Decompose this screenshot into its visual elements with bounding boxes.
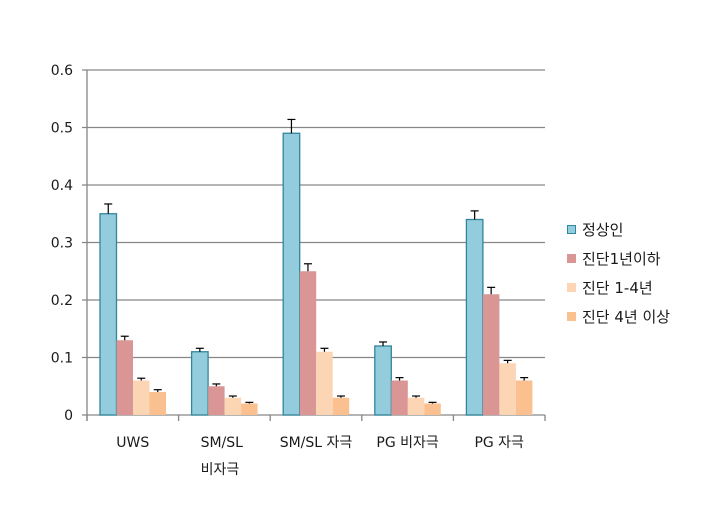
bar — [499, 363, 516, 415]
bar — [332, 397, 350, 415]
bar — [482, 294, 500, 415]
bar — [208, 386, 225, 415]
legend-item-under-1yr: 진단1년이하 — [567, 244, 670, 273]
y-axis-ticks: 0 0.1 0.2 0.3 0.4 0.5 0.6 — [51, 63, 73, 424]
legend-swatch-over-4yr — [567, 312, 576, 321]
legend-swatch-under-1yr — [567, 254, 576, 263]
bar — [391, 380, 408, 415]
bar — [99, 213, 118, 416]
legend-item-over-4yr: 진단 4년 이상 — [567, 302, 670, 331]
x-tick-label: UWS — [116, 435, 149, 451]
legend: 정상인 진단1년이하 진단 1-4년 진단 4년 이상 — [567, 215, 670, 331]
bar — [224, 397, 242, 415]
bar — [241, 403, 258, 415]
y-tick-label: 0.4 — [51, 178, 73, 194]
x-tick-label: 비자극 — [201, 462, 240, 478]
x-axis-labels: UWS SM/SL 비자극 SM/SL 자극 PG 비자극 PG 자극 — [116, 435, 524, 478]
bar — [374, 345, 392, 416]
x-tick-label: PG 자극 — [474, 435, 524, 451]
legend-swatch-1-4yr — [567, 283, 576, 292]
x-tick-label: SM/SL 자극 — [280, 435, 353, 451]
bar — [424, 403, 441, 415]
legend-label: 정상인 — [582, 221, 624, 239]
y-tick-label: 0.2 — [51, 293, 73, 309]
bar — [515, 380, 533, 415]
x-tick-label: SM/SL — [201, 435, 244, 451]
y-tick-label: 0.5 — [51, 121, 73, 137]
bar — [465, 218, 484, 416]
legend-item-1-4yr: 진단 1-4년 — [567, 273, 670, 302]
legend-label: 진단1년이하 — [582, 250, 661, 268]
legend-label: 진단 1-4년 — [582, 279, 653, 297]
y-tick-label: 0.3 — [51, 236, 73, 252]
y-tick-label: 0.6 — [51, 63, 73, 79]
bar — [190, 351, 209, 416]
bar — [407, 397, 425, 415]
bar — [299, 271, 317, 415]
bar — [116, 340, 133, 415]
legend-label: 진단 4년 이상 — [582, 308, 671, 326]
axes — [86, 70, 546, 421]
bar — [282, 132, 301, 416]
x-tick-label: PG 비자극 — [376, 435, 439, 451]
legend-swatch-normal — [567, 225, 576, 234]
bar — [316, 351, 333, 415]
y-tick-label: 0.1 — [51, 351, 73, 367]
bar — [133, 380, 150, 415]
bar — [149, 392, 166, 415]
legend-item-normal: 정상인 — [567, 215, 670, 244]
y-tick-label: 0 — [64, 408, 73, 424]
bar-series — [99, 118, 533, 416]
